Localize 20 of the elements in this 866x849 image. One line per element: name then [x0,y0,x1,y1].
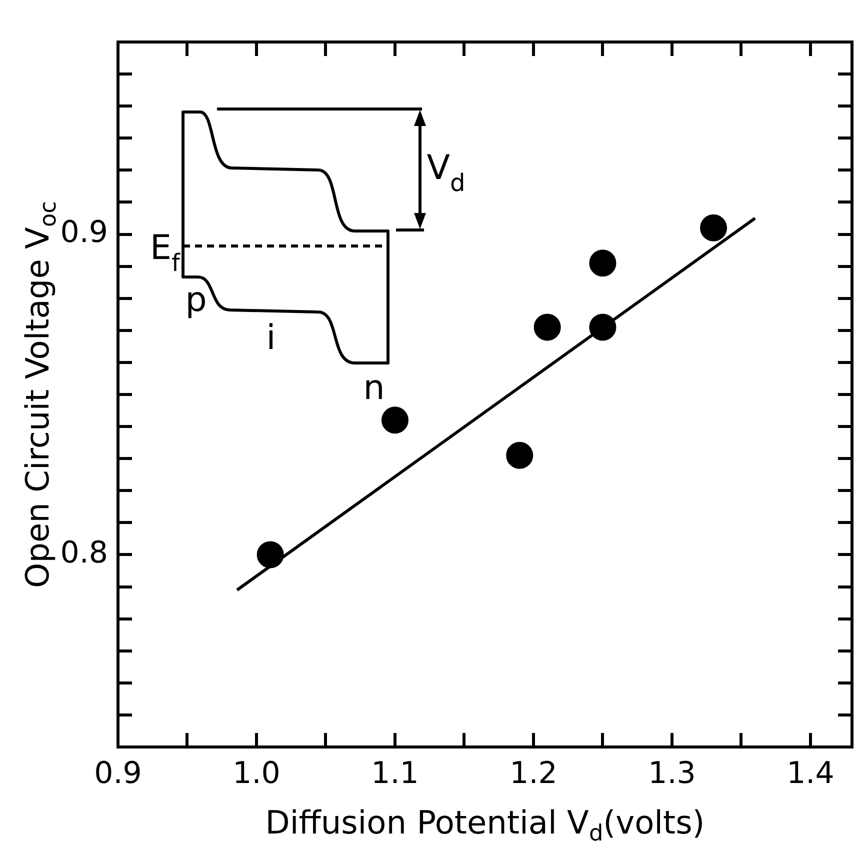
x-tick-label: 1.3 [648,756,696,791]
annotation: V$_{d}$ [426,148,466,197]
x-tick-label: 1.1 [371,756,419,791]
point [506,442,534,469]
annotation: p [185,280,207,320]
y-axis-title: Open Circuit Voltage Voc [18,201,62,588]
point [381,406,408,434]
point [589,314,616,341]
point [256,541,284,568]
x-tick-label: 0.9 [94,756,142,791]
x-tick-label: 1.4 [786,756,834,791]
x-tick-label: 1.2 [510,756,558,791]
x-tick-label: 1.0 [232,756,280,791]
y-tick-label: 0.8 [60,536,108,571]
point [534,314,561,341]
annotation: n [363,368,385,408]
point [589,250,616,277]
annotation: i [266,318,276,358]
point [700,214,728,242]
annotation: E$_{f}$ [150,228,181,277]
